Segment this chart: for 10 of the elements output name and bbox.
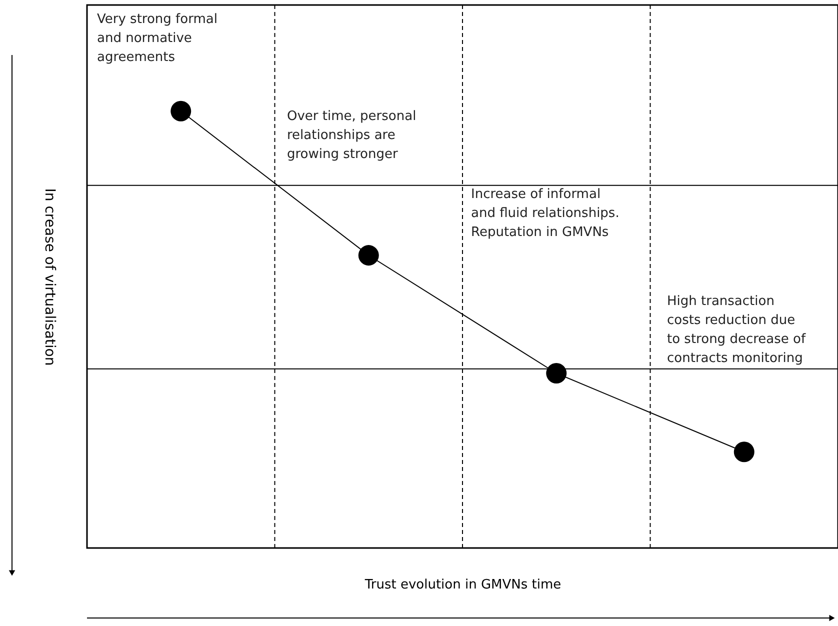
y-axis-title: In crease of virtualisation	[42, 188, 58, 366]
point	[734, 442, 754, 462]
annotation: Over time, personal relationships are growing stronger	[287, 109, 416, 162]
annotation: Increase of informal and fluid relationships. Reputation in GMVNs	[471, 187, 620, 240]
point	[546, 363, 567, 384]
annotation: High transaction costs reduction due to strong decrease of contracts monitoring	[667, 294, 806, 366]
point	[170, 100, 192, 122]
text: Very strong formal and normative agreements	[97, 12, 218, 65]
point	[358, 245, 379, 266]
x-axis-title: Trust evolution in GMVNs time	[364, 578, 562, 592]
